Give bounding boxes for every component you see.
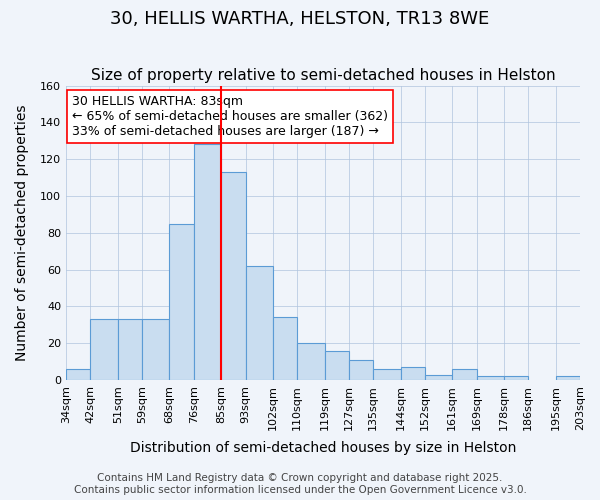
Bar bbox=[142, 320, 169, 380]
Text: 30, HELLIS WARTHA, HELSTON, TR13 8WE: 30, HELLIS WARTHA, HELSTON, TR13 8WE bbox=[110, 10, 490, 28]
Bar bbox=[118, 320, 142, 380]
Bar bbox=[401, 367, 425, 380]
Y-axis label: Number of semi-detached properties: Number of semi-detached properties bbox=[15, 104, 29, 361]
Bar bbox=[373, 369, 401, 380]
Bar bbox=[91, 320, 118, 380]
Bar bbox=[66, 369, 91, 380]
X-axis label: Distribution of semi-detached houses by size in Helston: Distribution of semi-detached houses by … bbox=[130, 441, 516, 455]
Bar bbox=[452, 369, 476, 380]
Bar bbox=[556, 376, 580, 380]
Bar bbox=[476, 376, 504, 380]
Bar bbox=[221, 172, 245, 380]
Bar bbox=[194, 144, 221, 380]
Title: Size of property relative to semi-detached houses in Helston: Size of property relative to semi-detach… bbox=[91, 68, 556, 83]
Bar bbox=[169, 224, 194, 380]
Bar bbox=[325, 350, 349, 380]
Bar bbox=[245, 266, 273, 380]
Text: Contains HM Land Registry data © Crown copyright and database right 2025.
Contai: Contains HM Land Registry data © Crown c… bbox=[74, 474, 526, 495]
Text: 30 HELLIS WARTHA: 83sqm
← 65% of semi-detached houses are smaller (362)
33% of s: 30 HELLIS WARTHA: 83sqm ← 65% of semi-de… bbox=[72, 95, 388, 138]
Bar bbox=[273, 318, 297, 380]
Bar bbox=[504, 376, 529, 380]
Bar bbox=[349, 360, 373, 380]
Bar bbox=[297, 343, 325, 380]
Bar bbox=[425, 374, 452, 380]
